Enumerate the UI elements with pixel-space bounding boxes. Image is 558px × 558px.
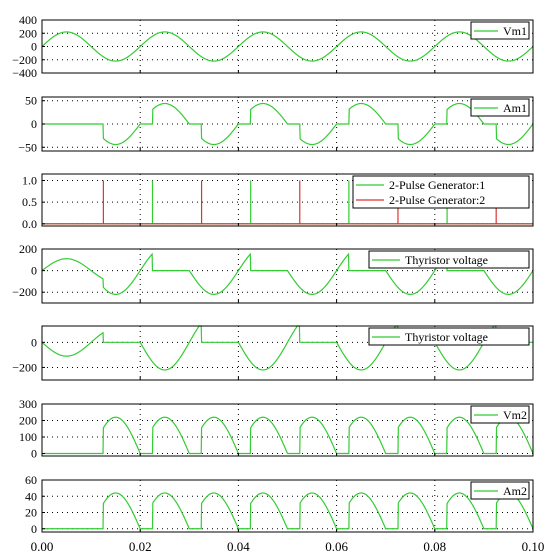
legend-label: Thyristor voltage (405, 253, 488, 267)
y-tick-label: 0 (31, 522, 37, 536)
series-line (41, 252, 534, 295)
legend: Vm1 (470, 21, 530, 40)
y-tick-label: 0.0 (22, 217, 37, 231)
y-tick-label: 200 (19, 414, 37, 428)
x-axis-labels: 0.00 0.02 0.04 0.06 0.08 0.10 (31, 539, 545, 554)
plot-frame (41, 248, 534, 304)
legend-box (470, 405, 530, 424)
panel-am1: 50 0 −50 Am1 (18, 94, 534, 154)
x-tick-label: 0.00 (31, 539, 54, 554)
y-tick-label: 400 (19, 13, 37, 27)
plot-frame (41, 403, 534, 457)
legend-label: Vm2 (503, 408, 527, 422)
panel-am2: 60 40 20 0 Am2 (25, 473, 534, 536)
y-tick-label: 0 (31, 117, 37, 131)
legend-label: Thyristor voltage (405, 330, 488, 344)
legend: 2-Pulse Generator:12-Pulse Generator:2 (352, 175, 530, 209)
y-tick-label: 200 (19, 242, 37, 256)
series-line (42, 416, 534, 455)
legend-box (470, 21, 530, 40)
legend: Thyristor voltage (368, 327, 530, 346)
legend-label: Am2 (503, 484, 527, 498)
x-tick-label: 0.04 (227, 539, 250, 554)
y-tick-label: −50 (18, 140, 37, 154)
legend: Thyristor voltage (368, 250, 530, 269)
legend: Am2 (470, 481, 530, 500)
legend-box (368, 327, 530, 346)
series-line (42, 102, 534, 146)
y-tick-label: 0 (31, 335, 37, 349)
legend-label: Am1 (503, 101, 527, 115)
y-tick-label: −200 (12, 285, 37, 299)
legend-label: 2-Pulse Generator:1 (389, 178, 485, 192)
plot-frame (41, 173, 534, 227)
legend-box (368, 250, 530, 269)
y-tick-label: 20 (25, 506, 37, 520)
y-tick-label: −200 (12, 53, 37, 67)
y-tick-label: 0 (31, 40, 37, 54)
y-tick-label: 100 (19, 430, 37, 444)
y-tick-label: 0.5 (22, 195, 37, 209)
plot-frame (41, 325, 534, 381)
legend-box (470, 98, 530, 117)
plot-frame (41, 479, 534, 533)
y-tick-label: −400 (12, 66, 37, 80)
legend-label: 2-Pulse Generator:2 (389, 193, 485, 207)
x-tick-label: 0.10 (522, 539, 545, 554)
y-tick-label: 0 (31, 447, 37, 461)
panel-thy2: 0 −200 Thyristor voltage (12, 325, 534, 381)
y-tick-label: −200 (12, 360, 37, 374)
panel-thy1: 200 0 −200 Thyristor voltage (12, 242, 534, 304)
series-line (42, 492, 534, 530)
series-line (41, 31, 534, 62)
y-tick-label: 60 (25, 473, 37, 487)
series-line (41, 325, 533, 371)
y-tick-label: 200 (19, 26, 37, 40)
y-tick-label: 40 (25, 489, 37, 503)
y-tick-label: 50 (25, 94, 37, 108)
x-tick-label: 0.08 (423, 539, 446, 554)
y-tick-label: 1.0 (22, 174, 37, 188)
legend-box (470, 481, 530, 500)
y-tick-label: 300 (19, 397, 37, 411)
y-tick-label: 0 (31, 264, 37, 278)
legend-label: Vm1 (503, 24, 527, 38)
x-tick-label: 0.06 (325, 539, 348, 554)
legend-box (352, 175, 530, 209)
panel-vm2: 300 200 100 0 Vm2 (19, 397, 534, 461)
panel-pulses: 1.0 0.5 0.0 2-Pulse Generator:12-Pulse Gene… (22, 173, 534, 231)
legend: Am1 (470, 98, 530, 117)
legend: Vm2 (470, 405, 530, 424)
x-tick-label: 0.02 (129, 539, 152, 554)
